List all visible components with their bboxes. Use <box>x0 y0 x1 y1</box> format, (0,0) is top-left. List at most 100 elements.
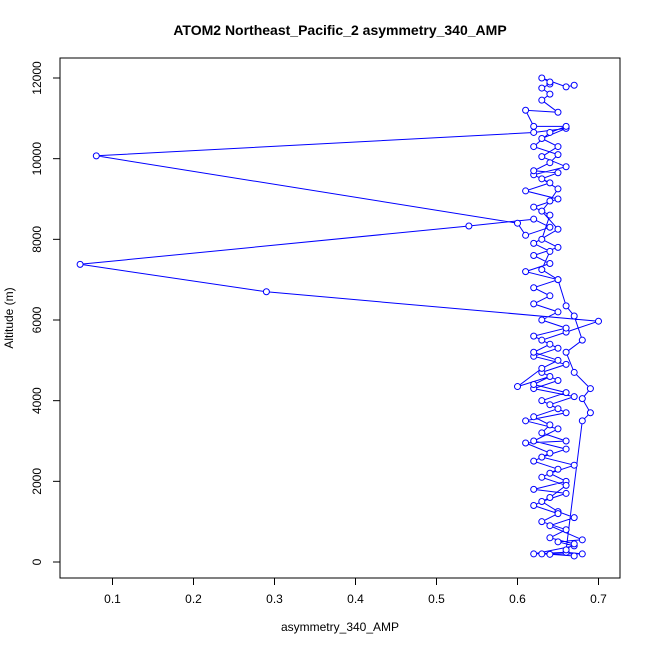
data-point <box>554 151 562 159</box>
data-point <box>554 510 562 518</box>
data-point <box>538 153 546 161</box>
data-point <box>538 364 546 372</box>
data-point <box>554 225 562 233</box>
data-point <box>92 152 100 160</box>
data-point <box>578 417 586 425</box>
data-point <box>530 437 538 445</box>
data-point <box>554 538 562 546</box>
data-point <box>554 143 562 151</box>
data-point <box>570 393 578 401</box>
data-point <box>522 231 530 239</box>
data-point <box>530 550 538 558</box>
data-point <box>538 175 546 183</box>
data-point <box>546 179 554 187</box>
y-axis-label: Altitude (m) <box>2 287 16 348</box>
y-tick-label: 10000 <box>30 142 44 176</box>
y-tick-label: 4000 <box>30 387 44 414</box>
y-tick-label: 12000 <box>30 61 44 95</box>
y-tick-label: 2000 <box>30 468 44 495</box>
data-point <box>578 550 586 558</box>
data-point <box>562 445 570 453</box>
data-point <box>578 536 586 544</box>
data-point <box>586 409 594 417</box>
data-point <box>562 546 570 554</box>
data-point <box>538 336 546 344</box>
data-point <box>546 159 554 167</box>
data-point <box>562 389 570 397</box>
data-point <box>554 405 562 413</box>
data-point <box>522 268 530 276</box>
series-line <box>80 77 599 557</box>
data-point <box>530 167 538 175</box>
data-point <box>546 469 554 477</box>
data-point <box>538 429 546 437</box>
chart-title: ATOM2 Northeast_Pacific_2 asymmetry_340_… <box>173 22 506 38</box>
data-point <box>595 317 602 325</box>
data-point <box>514 219 521 227</box>
x-tick-label: 0.5 <box>428 592 445 606</box>
data-point <box>522 187 530 195</box>
data-point <box>530 143 538 151</box>
data-point <box>546 340 554 348</box>
data-point <box>262 288 270 296</box>
data-point <box>530 284 538 292</box>
data-point <box>554 308 562 316</box>
data-point <box>538 96 546 104</box>
data-point <box>538 397 546 405</box>
data-point <box>522 417 530 425</box>
data-point <box>530 348 538 356</box>
data-point <box>562 437 570 445</box>
y-axis: 0 2000 4000 6000 8000 10000 12000 <box>30 61 61 565</box>
data-point <box>570 368 578 376</box>
data-point <box>514 383 521 391</box>
data-point <box>546 78 554 86</box>
x-tick-label: 0.2 <box>185 592 202 606</box>
data-point <box>530 215 538 223</box>
data-point <box>554 276 562 284</box>
data-point <box>586 385 594 393</box>
data-point <box>538 266 546 274</box>
data-point <box>562 348 570 356</box>
data-point <box>562 526 570 534</box>
data-point <box>538 74 546 82</box>
data-point <box>578 395 586 403</box>
data-point <box>570 552 578 560</box>
data-point <box>554 243 562 251</box>
x-axis-label: asymmetry_340_AMP <box>281 620 399 634</box>
data-point <box>538 207 546 215</box>
data-point <box>570 312 578 320</box>
data-point <box>562 83 570 91</box>
data-point <box>530 122 538 130</box>
data-point <box>522 439 530 447</box>
data-point <box>546 223 554 231</box>
data-point <box>538 518 546 526</box>
data-point <box>554 185 562 193</box>
data-point <box>562 302 570 310</box>
data-point <box>570 461 578 469</box>
data-point <box>554 356 562 364</box>
x-tick-label: 0.4 <box>347 592 364 606</box>
data-point <box>554 377 562 385</box>
data-point <box>546 522 554 530</box>
data-point <box>546 493 554 501</box>
data-point <box>546 211 554 219</box>
data-point <box>546 128 554 136</box>
data-point <box>562 324 570 332</box>
x-tick-label: 0.7 <box>590 592 607 606</box>
data-point <box>554 169 562 177</box>
data-point <box>530 300 538 308</box>
data-point <box>578 336 586 344</box>
data-point <box>554 108 562 116</box>
data-point <box>530 128 538 136</box>
data-point <box>530 457 538 465</box>
data-point <box>562 409 570 417</box>
data-point <box>538 316 546 324</box>
data-point <box>538 498 546 506</box>
y-tick-label: 6000 <box>30 306 44 333</box>
data-point <box>538 235 546 243</box>
data-point <box>546 260 554 268</box>
data-point <box>530 502 538 510</box>
x-tick-label: 0.3 <box>266 592 283 606</box>
data-point <box>538 135 546 143</box>
